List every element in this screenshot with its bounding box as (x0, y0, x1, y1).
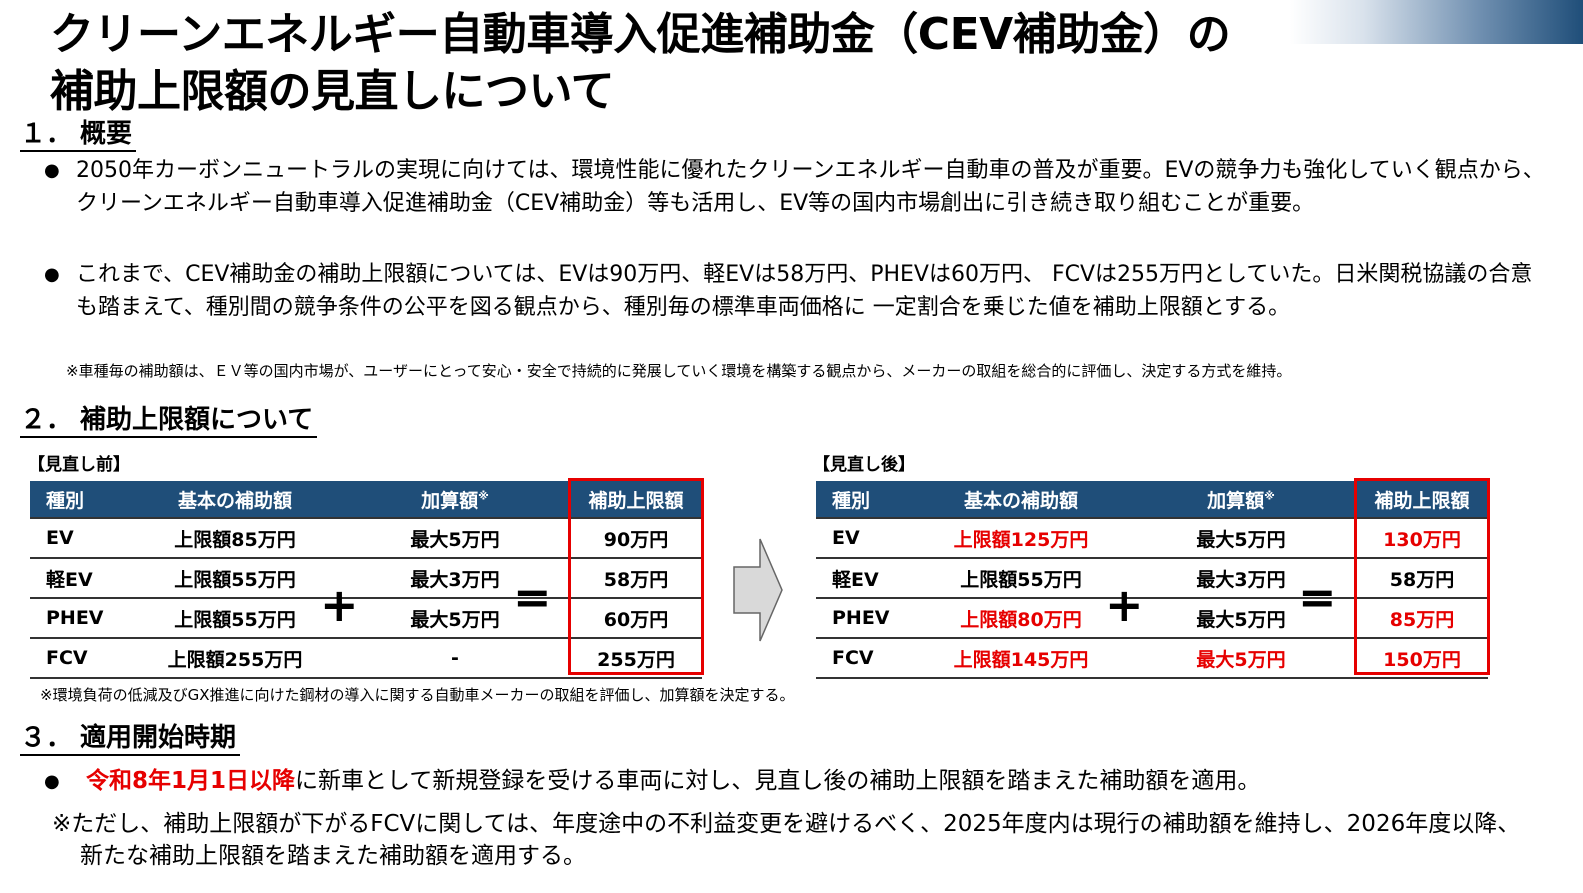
header-kind: 種別 (816, 481, 916, 519)
section-2-note: ※環境負荷の低減及びGX推進に向けた鋼材の導入に関する自動車メーカーの取組を評価… (40, 686, 795, 704)
table-row: PHEV 上限額55万円 最大5万円 60万円 (30, 598, 702, 639)
header-kind: 種別 (30, 481, 130, 519)
before-table: 種別 基本の補助額 加算額※ 補助上限額 EV 上限額85万円 最大5万円 90… (30, 481, 702, 679)
header-base: 基本の補助額 (130, 481, 340, 519)
title-line-2: 補助上限額の見直しについて (50, 66, 615, 117)
section-1-heading: １． 概要 (20, 118, 137, 152)
bullet-item: ● 令和8年1月1日以降に新車として新規登録を受ける車両に対し、見直し後の補助上… (44, 765, 1554, 798)
bullet-dot-icon: ● (44, 771, 60, 792)
table-row: 軽EV 上限額55万円 最大3万円 58万円 (30, 558, 702, 599)
corner-decoration (1290, 0, 1583, 44)
header-add: 加算額※ (1126, 481, 1356, 519)
section-1-note: ※車種毎の補助額は、ＥＶ等の国内市場が、ユーザーにとって安心・安全で持続的に発展… (66, 362, 1292, 380)
table-row: EV 上限額85万円 最大5万円 90万円 (30, 518, 702, 559)
bullet-text: これまで、CEV補助金の補助上限額については、EVは90万円、軽EVは58万円、… (76, 262, 1533, 320)
right-arrow-icon (733, 538, 783, 642)
equals-sign: = (513, 570, 552, 624)
bullet-text: 令和8年1月1日以降に新車として新規登録を受ける車両に対し、見直し後の補助上限額… (86, 768, 1261, 794)
header-base: 基本の補助額 (916, 481, 1126, 519)
header-total: 補助上限額 (1356, 481, 1488, 519)
header-total: 補助上限額 (570, 481, 702, 519)
after-total-highlight (1354, 478, 1490, 675)
bullet-item: ● 2050年カーボンニュートラルの実現に向けては、環境性能に優れたクリーンエネ… (44, 154, 1554, 220)
table-header-row: 種別 基本の補助額 加算額※ 補助上限額 (816, 481, 1488, 519)
bullet-dot-icon: ● (44, 160, 60, 181)
page-title: クリーンエネルギー自動車導入促進補助金（CEV補助金）の 補助上限額の見直しにつ… (50, 6, 1290, 120)
plus-sign: + (320, 578, 359, 632)
table-row: 軽EV 上限額55万円 最大3万円 58万円 (816, 558, 1488, 599)
before-total-highlight (568, 478, 704, 675)
table-row: FCV 上限額255万円 - 255万円 (30, 638, 702, 679)
table-header-row: 種別 基本の補助額 加算額※ 補助上限額 (30, 481, 702, 519)
bullet-item: ● これまで、CEV補助金の補助上限額については、EVは90万円、軽EVは58万… (44, 258, 1554, 324)
section-2-heading: ２． 補助上限額について (20, 404, 318, 438)
plus-sign: + (1105, 578, 1144, 632)
table-row: EV 上限額125万円 最大5万円 130万円 (816, 518, 1488, 559)
bullet-dot-icon: ● (44, 264, 60, 285)
after-caption: 【見直し後】 (813, 455, 915, 475)
before-caption: 【見直し前】 (28, 455, 130, 475)
section-3-heading: ３． 適用開始時期 (20, 722, 241, 756)
start-date-emphasis: 令和8年1月1日以降 (86, 768, 296, 794)
bullet-text: 2050年カーボンニュートラルの実現に向けては、環境性能に優れたクリーンエネルギ… (76, 158, 1545, 216)
section-3-note: ※ただし、補助上限額が下がるFCVに関しては、年度途中の不利益変更を避けるべく、… (52, 811, 1521, 869)
header-add: 加算額※ (340, 481, 570, 519)
title-line-1: クリーンエネルギー自動車導入促進補助金（CEV補助金）の (50, 9, 1231, 60)
table-row: PHEV 上限額80万円 最大5万円 85万円 (816, 598, 1488, 639)
equals-sign: = (1298, 570, 1337, 624)
